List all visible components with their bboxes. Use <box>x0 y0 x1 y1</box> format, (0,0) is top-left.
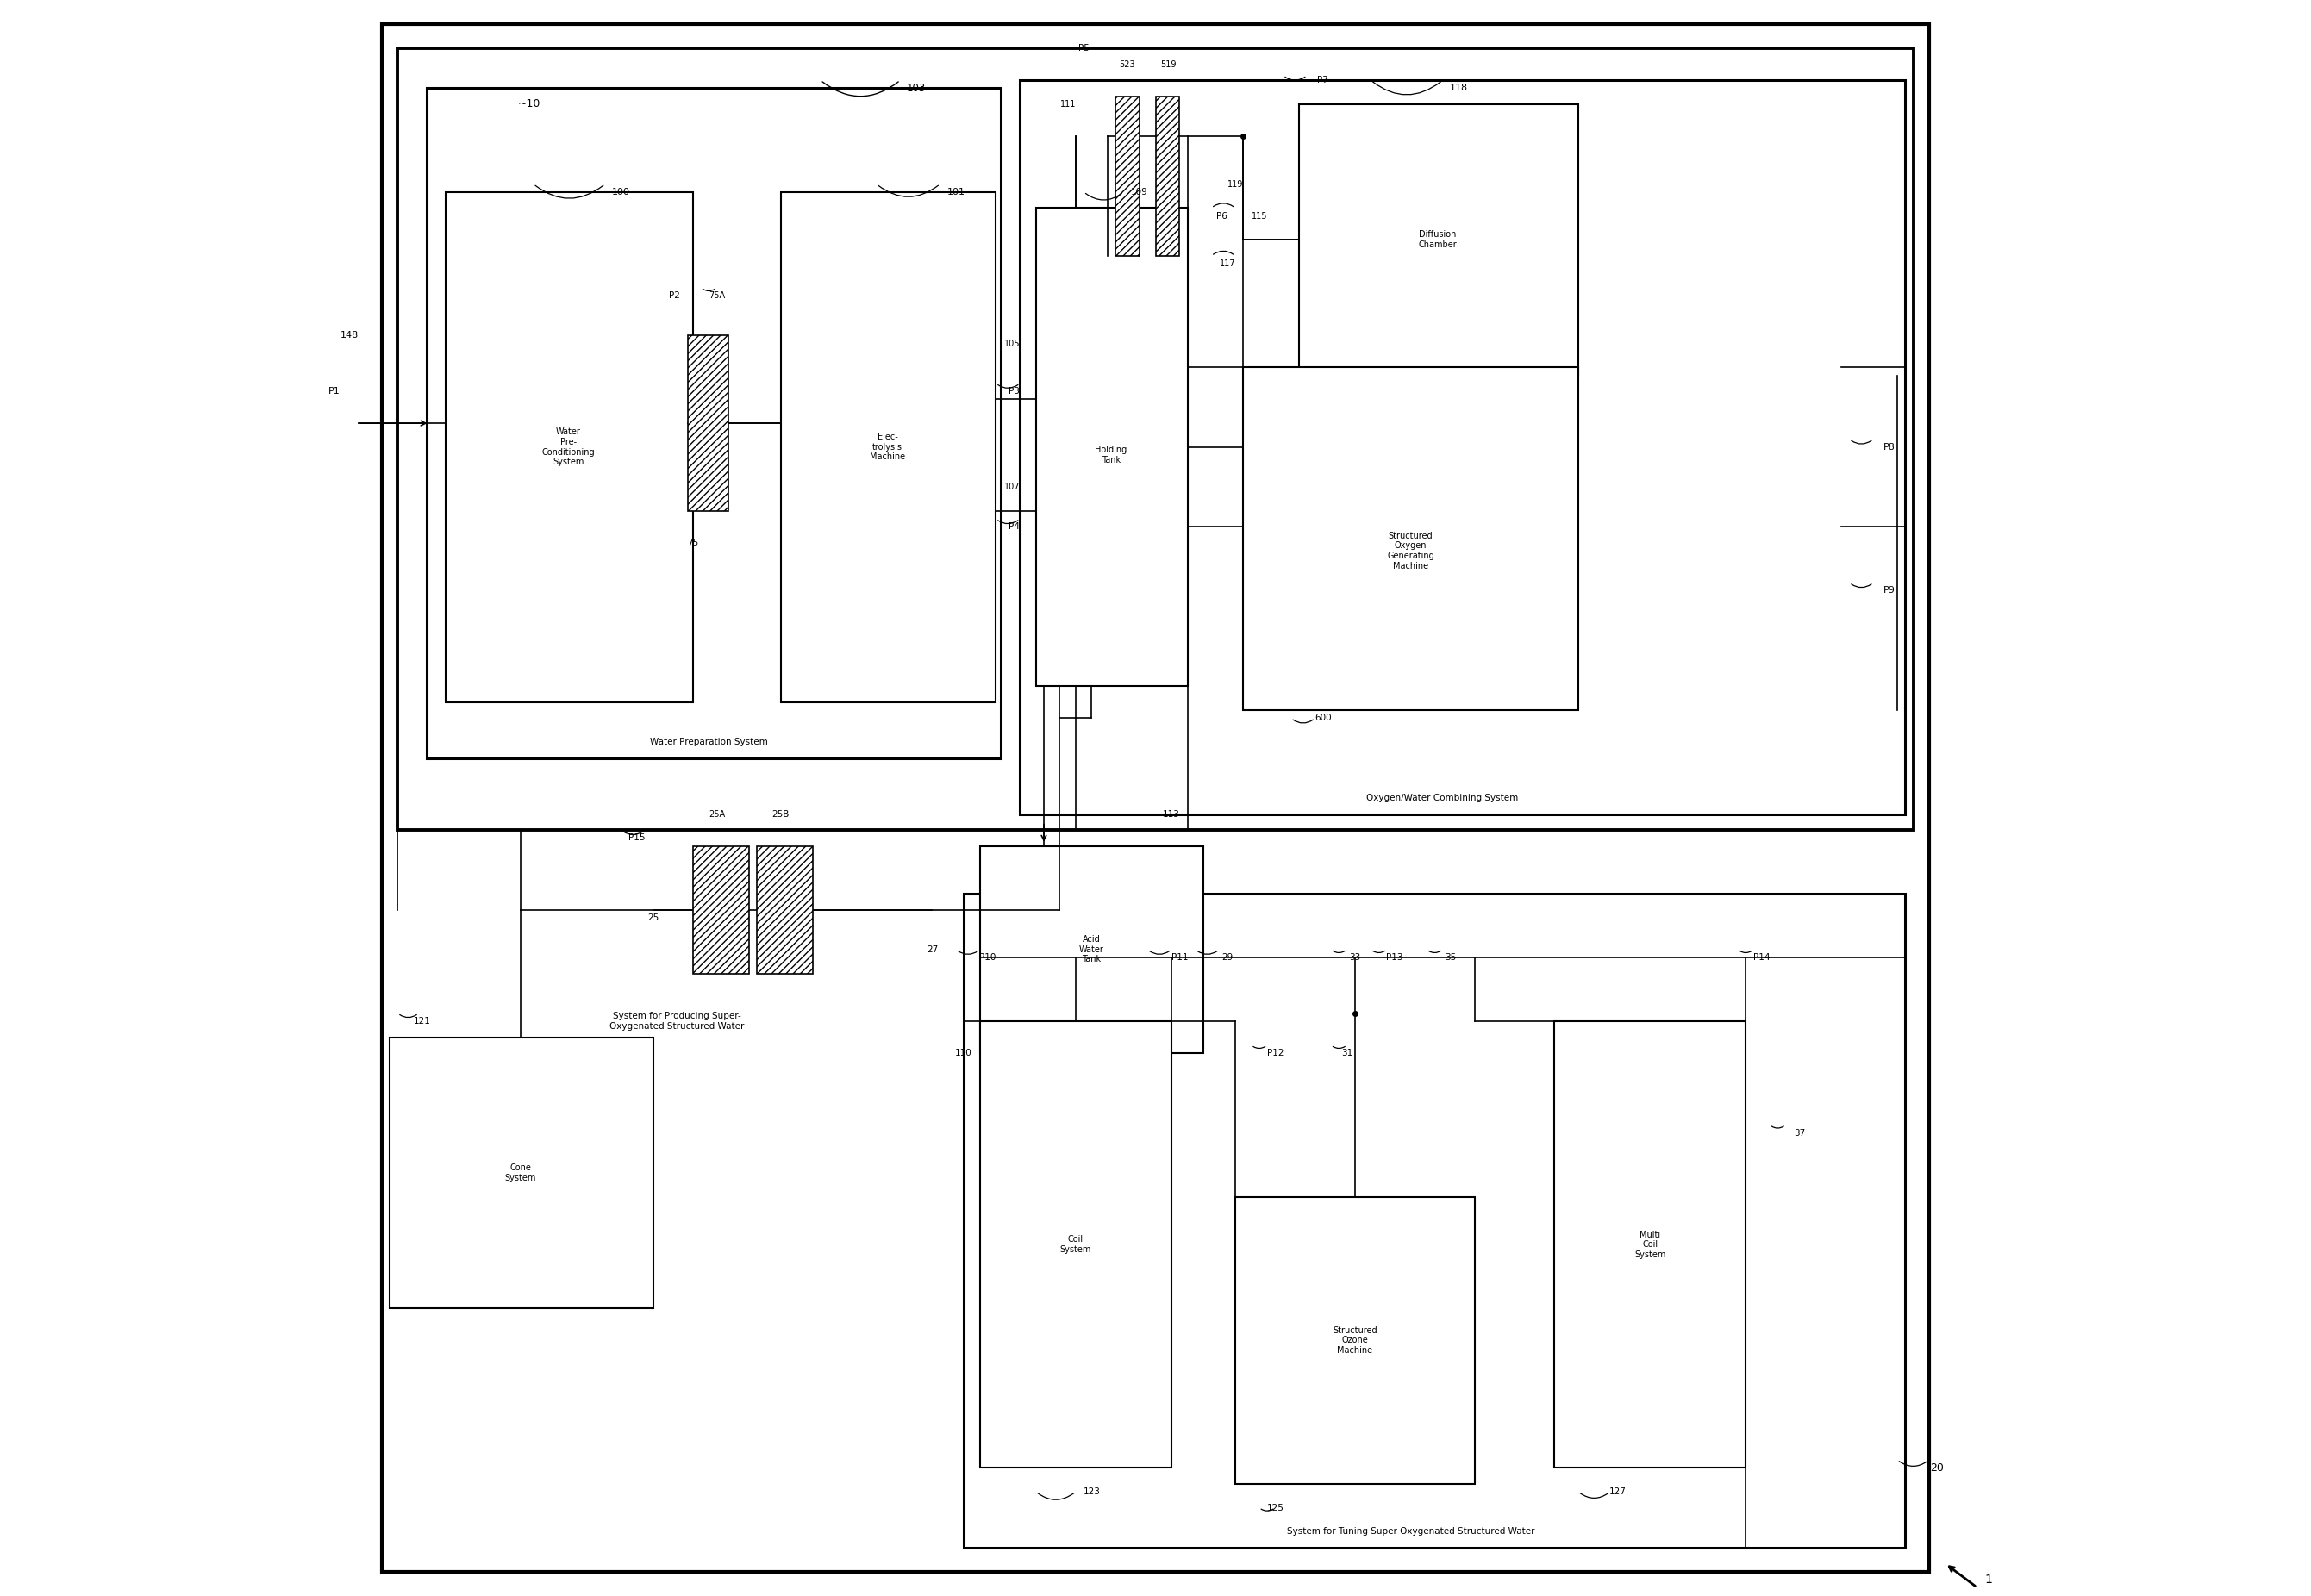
Text: Oxygen/Water Combining System: Oxygen/Water Combining System <box>1366 793 1518 803</box>
Text: Cone
System: Cone System <box>504 1163 536 1183</box>
Text: 25: 25 <box>647 913 659 922</box>
Text: Elec-
trolysis
Machine: Elec- trolysis Machine <box>869 433 906 461</box>
Text: P14: P14 <box>1754 953 1770 962</box>
Text: 519: 519 <box>1160 61 1176 69</box>
Bar <box>980 846 1204 1053</box>
Text: 27: 27 <box>927 945 938 954</box>
Text: 119: 119 <box>1227 180 1243 188</box>
Text: P13: P13 <box>1387 953 1403 962</box>
Bar <box>1243 367 1578 710</box>
Text: 37: 37 <box>1793 1128 1805 1138</box>
Bar <box>397 48 1914 830</box>
Bar <box>689 335 728 511</box>
Bar <box>1019 80 1904 814</box>
Bar <box>1156 96 1179 255</box>
Text: 100: 100 <box>612 188 631 196</box>
Text: 25A: 25A <box>709 809 726 819</box>
Bar <box>1035 207 1188 686</box>
Text: 110: 110 <box>954 1049 973 1058</box>
Text: P10: P10 <box>980 953 996 962</box>
Text: 115: 115 <box>1250 212 1266 220</box>
Bar <box>756 846 813 974</box>
Text: Water
Pre-
Conditioning
System: Water Pre- Conditioning System <box>541 428 594 466</box>
Text: 123: 123 <box>1084 1487 1100 1495</box>
Text: 25B: 25B <box>772 809 790 819</box>
Text: 113: 113 <box>1162 809 1179 819</box>
Text: 127: 127 <box>1608 1487 1627 1495</box>
Text: Coil
System: Coil System <box>1061 1235 1091 1254</box>
Bar <box>446 192 693 702</box>
Text: 31: 31 <box>1340 1049 1352 1058</box>
Text: P12: P12 <box>1266 1049 1283 1058</box>
Text: 118: 118 <box>1449 85 1467 93</box>
Text: Acid
Water
Tank: Acid Water Tank <box>1079 935 1105 964</box>
Text: System for Producing Super-
Oxygenated Structured Water: System for Producing Super- Oxygenated S… <box>610 1012 744 1031</box>
Text: Holding
Tank: Holding Tank <box>1095 445 1128 464</box>
Text: 29: 29 <box>1223 953 1234 962</box>
Text: 148: 148 <box>340 332 358 340</box>
Bar <box>781 192 996 702</box>
Text: P4: P4 <box>1010 522 1019 531</box>
Text: Structured
Oxygen
Generating
Machine: Structured Oxygen Generating Machine <box>1387 531 1435 570</box>
Text: P11: P11 <box>1172 953 1188 962</box>
Text: P8: P8 <box>1883 442 1895 452</box>
Text: P15: P15 <box>629 833 645 843</box>
Bar <box>1236 1197 1474 1484</box>
Text: Multi
Coil
System: Multi Coil System <box>1634 1231 1666 1259</box>
Text: 125: 125 <box>1266 1503 1285 1511</box>
Text: 121: 121 <box>414 1017 430 1026</box>
Bar <box>693 846 749 974</box>
Text: P3: P3 <box>1010 386 1019 396</box>
Text: 75: 75 <box>686 538 698 547</box>
Bar <box>980 1021 1172 1468</box>
Text: P6: P6 <box>1216 212 1227 220</box>
Text: 101: 101 <box>948 188 966 196</box>
Bar <box>1116 96 1139 255</box>
Text: 109: 109 <box>1130 188 1149 196</box>
Text: 107: 107 <box>1003 482 1019 492</box>
Text: Structured
Ozone
Machine: Structured Ozone Machine <box>1333 1326 1377 1355</box>
Text: 33: 33 <box>1350 953 1361 962</box>
Text: P1: P1 <box>328 386 340 396</box>
Text: System for Tuning Super Oxygenated Structured Water: System for Tuning Super Oxygenated Struc… <box>1287 1527 1535 1535</box>
Text: 35: 35 <box>1444 953 1456 962</box>
Bar <box>1299 104 1578 375</box>
Bar <box>1555 1021 1745 1468</box>
Text: 111: 111 <box>1061 101 1075 109</box>
Text: 600: 600 <box>1315 713 1331 723</box>
Text: Diffusion
Chamber: Diffusion Chamber <box>1419 230 1458 249</box>
Text: P9: P9 <box>1883 586 1895 595</box>
Text: 1: 1 <box>1985 1574 1992 1585</box>
Text: P2: P2 <box>668 292 679 300</box>
Bar <box>391 1037 654 1309</box>
Bar <box>964 894 1904 1548</box>
Bar <box>428 88 1001 758</box>
Text: P5: P5 <box>1079 45 1088 53</box>
Text: ~10: ~10 <box>518 99 541 110</box>
Text: 523: 523 <box>1119 61 1135 69</box>
Text: 105: 105 <box>1003 340 1019 348</box>
Text: 20: 20 <box>1930 1462 1944 1473</box>
Text: 117: 117 <box>1220 260 1236 268</box>
Text: 75A: 75A <box>709 292 726 300</box>
Text: 103: 103 <box>906 83 927 94</box>
Text: Water Preparation System: Water Preparation System <box>649 737 767 747</box>
Text: P7: P7 <box>1317 77 1329 85</box>
